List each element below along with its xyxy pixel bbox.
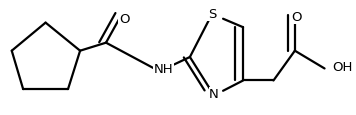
Text: S: S (208, 8, 216, 21)
Text: N: N (209, 87, 219, 100)
Text: OH: OH (332, 60, 352, 73)
Text: NH: NH (154, 62, 173, 75)
Text: O: O (119, 12, 130, 25)
Text: O: O (292, 11, 302, 24)
